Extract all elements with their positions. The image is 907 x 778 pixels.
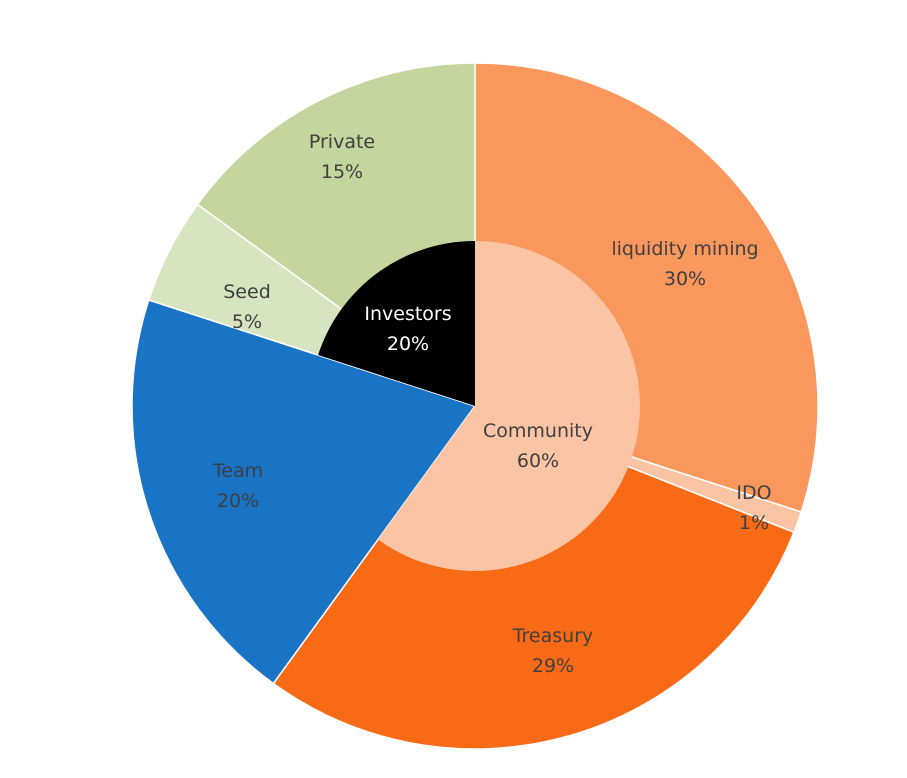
- label-seed: Seed 5%: [223, 281, 271, 333]
- inner-slice-community: [378, 241, 640, 571]
- label-private: Private 15%: [309, 131, 375, 183]
- inner-slice-investors: [318, 241, 475, 406]
- label-investors: Investors 20%: [364, 303, 451, 355]
- label-treasury: Treasury 29%: [512, 625, 594, 677]
- label-liquidity-mining: liquidity mining 30%: [611, 238, 758, 290]
- outer-slice-treasury: [272, 405, 795, 750]
- chart-slices: [131, 62, 819, 750]
- label-community: Community 60%: [483, 420, 593, 472]
- label-team: Team 20%: [212, 460, 263, 512]
- outer-slice-team: [131, 299, 477, 685]
- label-ido: IDO 1%: [736, 482, 771, 534]
- chart-labels: liquidity mining 30% IDO 1% Treasury 29% Team 2…: [212, 131, 772, 677]
